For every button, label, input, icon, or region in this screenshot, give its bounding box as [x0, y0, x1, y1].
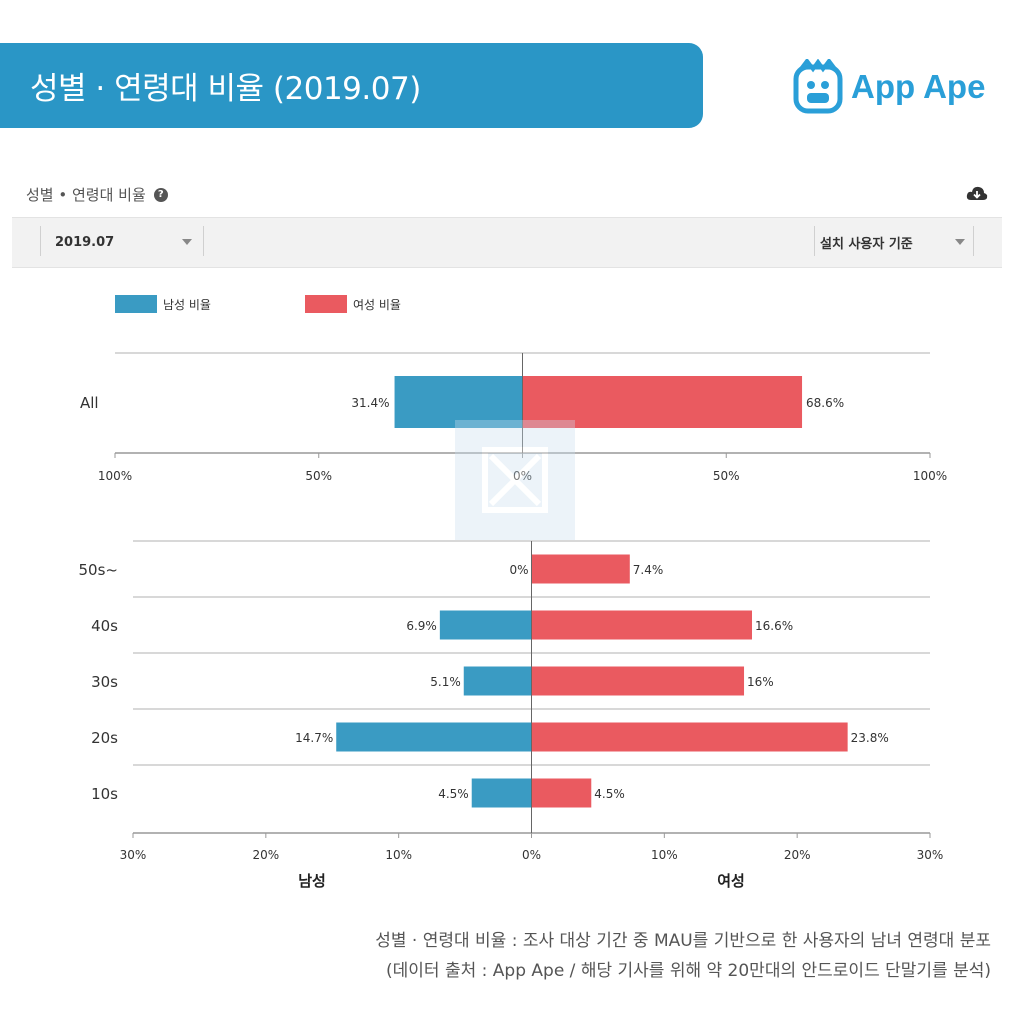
- bar-female: [531, 778, 592, 808]
- caption-line-2: (데이터 출처 : App Ape / 해당 기사를 위해 약 20만대의 안드…: [386, 961, 991, 981]
- period-select[interactable]: 2019.07: [55, 228, 205, 256]
- tick-label: 20%: [252, 848, 279, 862]
- category-label: 40s: [91, 617, 118, 635]
- cloud-download-icon[interactable]: [966, 185, 988, 203]
- category-label: 30s: [91, 673, 118, 691]
- help-icon[interactable]: ?: [153, 187, 168, 202]
- tick-label: 10%: [651, 848, 678, 862]
- category-label: 10s: [91, 785, 118, 803]
- data-label-male: 4.5%: [438, 787, 469, 801]
- data-label-male: 6.9%: [406, 619, 437, 633]
- toolbar-divider: [203, 226, 204, 256]
- category-label: All: [80, 394, 99, 412]
- data-label-female: 23.8%: [851, 731, 889, 745]
- legend-female-label: 여성 비율: [353, 297, 401, 312]
- bar-male-all: [394, 376, 523, 428]
- period-select-value: 2019.07: [55, 234, 115, 250]
- page-title: 성별 · 연령대 비율 (2019.07): [30, 71, 421, 107]
- app-ape-logo: App Ape: [793, 57, 985, 117]
- bar-male: [471, 778, 532, 808]
- x-axis-label-female: 여성: [717, 872, 745, 890]
- caption: 성별 · 연령대 비율 : 조사 대상 기간 중 MAU를 기반으로 한 사용자…: [375, 926, 991, 986]
- bar-female-all: [522, 376, 803, 428]
- all-users-chart: All 31.4% 68.6% 100% 50% 0% 50% 100%: [80, 352, 947, 483]
- toolbar-divider: [814, 226, 815, 256]
- tick-label: 50%: [713, 469, 740, 483]
- header-banner: 성별 · 연령대 비율 (2019.07): [0, 43, 703, 128]
- category-label: 50s~: [79, 561, 118, 579]
- data-label-female: 16%: [747, 675, 774, 689]
- bar-male: [336, 722, 532, 752]
- legend-male: 남성 비율: [115, 295, 211, 313]
- tick-label: 0%: [522, 848, 541, 862]
- watermark: [455, 420, 575, 540]
- legend-male-swatch: [115, 295, 157, 313]
- bar-female: [531, 666, 745, 696]
- basis-select-value: 설치 사용자 기준: [820, 236, 913, 252]
- widget-title: 성별 • 연령대 비율 ?: [26, 184, 168, 205]
- tick-label: 30%: [917, 848, 944, 862]
- data-label-female: 16.6%: [755, 619, 793, 633]
- legend-female: 여성 비율: [305, 295, 401, 313]
- toolbar-divider: [40, 226, 41, 256]
- tick-label: 30%: [120, 848, 147, 862]
- bar-male: [463, 666, 532, 696]
- logo-text: App Ape: [851, 68, 986, 105]
- chevron-down-icon: [182, 239, 192, 245]
- data-label-male: 5.1%: [430, 675, 461, 689]
- bar-female: [531, 610, 753, 640]
- toolbar-divider: [973, 226, 974, 256]
- chevron-down-icon: [955, 239, 965, 245]
- bar-female: [531, 722, 848, 752]
- tick-label: 100%: [98, 469, 132, 483]
- data-label-female: 7.4%: [633, 563, 664, 577]
- legend-female-swatch: [305, 295, 347, 313]
- category-label: 20s: [91, 729, 118, 747]
- tick-label: 0%: [513, 469, 532, 483]
- data-label-male: 14.7%: [295, 731, 333, 745]
- data-label-female: 4.5%: [594, 787, 625, 801]
- tick-label: 20%: [784, 848, 811, 862]
- widget-title-label: 성별 • 연령대 비율: [26, 186, 146, 204]
- age-group-chart: 50s~ 0% 7.4% 40s 6.9% 16.6% 30s 5.1% 16% 20s 14.7%…: [79, 540, 944, 890]
- tick-label: 100%: [913, 469, 947, 483]
- bar-female: [531, 554, 630, 584]
- x-axis-label-male: 남성: [298, 872, 326, 890]
- data-label-female: 68.6%: [806, 396, 844, 410]
- basis-select[interactable]: 설치 사용자 기준: [820, 228, 970, 256]
- bar-male: [439, 610, 532, 640]
- toolbar: 2019.07 설치 사용자 기준: [12, 217, 1002, 268]
- data-label-male: 31.4%: [351, 396, 389, 410]
- data-label-male: 0%: [509, 563, 528, 577]
- tick-label: 50%: [305, 469, 332, 483]
- tick-label: 10%: [385, 848, 412, 862]
- caption-line-1: 성별 · 연령대 비율 : 조사 대상 기간 중 MAU를 기반으로 한 사용자…: [375, 931, 991, 951]
- monkey-icon: [793, 59, 843, 114]
- legend-male-label: 남성 비율: [163, 297, 211, 312]
